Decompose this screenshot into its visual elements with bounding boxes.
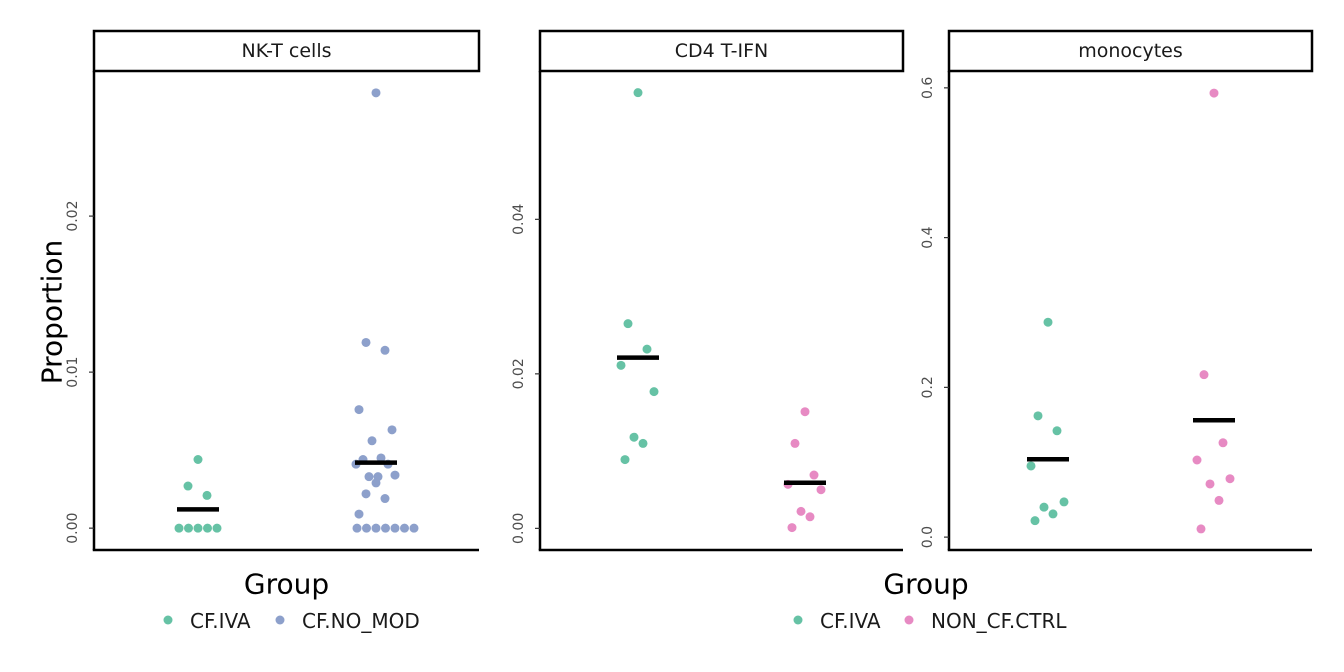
data-point bbox=[1205, 479, 1215, 489]
data-point bbox=[1030, 516, 1040, 526]
data-point bbox=[387, 425, 397, 435]
data-point bbox=[376, 453, 386, 463]
x-axis-title-left: Group bbox=[244, 568, 329, 601]
data-point bbox=[1048, 509, 1058, 519]
y-ticks: 0.0 0.2 0.4 0.6 bbox=[920, 77, 949, 548]
y-ticks: 0.00 0.01 0.02 bbox=[65, 201, 94, 544]
data-point bbox=[809, 470, 819, 480]
data-point bbox=[1026, 461, 1036, 471]
data-point bbox=[380, 494, 390, 504]
data-point bbox=[1196, 524, 1206, 534]
data-point bbox=[183, 481, 193, 491]
data-points bbox=[174, 88, 419, 533]
y-tick-label: 0.02 bbox=[65, 201, 81, 232]
panel-strip bbox=[947, 29, 1314, 73]
panel-strip bbox=[538, 29, 905, 73]
data-point bbox=[816, 485, 826, 495]
panel-title: NK-T cells bbox=[241, 40, 331, 62]
data-point bbox=[362, 523, 371, 533]
y-tick-label: 0.00 bbox=[511, 513, 527, 544]
y-tick-label: 0.02 bbox=[511, 358, 527, 389]
panel-monocytes: monocytes 0.0 0.2 0.4 0.6 bbox=[920, 29, 1314, 552]
data-point bbox=[193, 455, 203, 465]
data-point bbox=[193, 523, 203, 533]
data-point bbox=[790, 438, 800, 448]
data-point bbox=[381, 523, 390, 533]
data-point bbox=[367, 436, 377, 446]
y-tick-label: 0.0 bbox=[920, 526, 936, 548]
legend-label: CF.IVA bbox=[190, 609, 251, 633]
y-ticks: 0.00 0.02 0.04 bbox=[511, 204, 540, 544]
legend-key-cf-iva bbox=[163, 615, 173, 625]
data-points bbox=[616, 88, 826, 533]
y-tick-label: 0.00 bbox=[65, 513, 81, 544]
data-point bbox=[1209, 88, 1219, 98]
data-point bbox=[649, 387, 659, 397]
panel-nk-t-cells: NK-T cells 0.00 0.01 0.02 bbox=[65, 29, 481, 552]
data-point bbox=[1199, 370, 1209, 380]
data-point bbox=[642, 344, 652, 354]
data-point bbox=[400, 523, 409, 533]
data-point bbox=[1033, 411, 1043, 421]
data-point bbox=[629, 432, 639, 442]
data-point bbox=[1039, 502, 1049, 512]
x-axis-title-right: Group bbox=[883, 568, 968, 601]
data-point bbox=[390, 470, 400, 480]
legend-label: NON_CF.CTRL bbox=[931, 609, 1067, 633]
data-point bbox=[354, 405, 364, 415]
y-tick-label: 0.2 bbox=[920, 376, 936, 398]
data-point bbox=[796, 506, 806, 516]
data-point bbox=[361, 337, 371, 347]
legend-right: CF.IVA NON_CF.CTRL bbox=[793, 609, 1067, 633]
legend-key-non-cf-ctrl bbox=[904, 615, 914, 625]
data-point bbox=[380, 345, 390, 355]
data-point bbox=[409, 523, 419, 533]
data-point bbox=[174, 523, 184, 533]
data-point bbox=[371, 88, 381, 98]
data-point bbox=[212, 523, 222, 533]
data-point bbox=[800, 407, 810, 417]
y-tick-label: 0.6 bbox=[920, 77, 936, 99]
data-point bbox=[184, 523, 193, 533]
data-point bbox=[371, 478, 381, 488]
data-point bbox=[1059, 497, 1069, 507]
data-point bbox=[1052, 426, 1062, 436]
y-tick-label: 0.01 bbox=[65, 357, 81, 388]
data-point bbox=[354, 509, 364, 519]
panel-strip bbox=[92, 29, 481, 73]
data-point bbox=[616, 360, 626, 370]
data-point bbox=[1225, 474, 1235, 484]
legend-key-cf-iva bbox=[793, 615, 803, 625]
y-axis-title: Proportion bbox=[36, 240, 69, 384]
legend-label: CF.IVA bbox=[820, 609, 881, 633]
panel-title: monocytes bbox=[1078, 40, 1183, 62]
data-point bbox=[633, 88, 643, 98]
data-point bbox=[202, 490, 212, 500]
data-point bbox=[787, 523, 797, 533]
data-point bbox=[361, 489, 371, 499]
data-point bbox=[364, 472, 374, 482]
legend-left: CF.IVA CF.NO_MOD bbox=[163, 609, 420, 633]
data-point bbox=[390, 523, 400, 533]
panel-title: CD4 T-IFN bbox=[675, 40, 769, 62]
data-point bbox=[638, 438, 648, 448]
legend-label: CF.NO_MOD bbox=[302, 609, 420, 633]
y-tick-label: 0.04 bbox=[511, 204, 527, 235]
data-point bbox=[1214, 495, 1224, 505]
data-points bbox=[1026, 88, 1235, 534]
data-point bbox=[620, 455, 630, 465]
y-tick-label: 0.4 bbox=[920, 226, 936, 248]
legend-key-cf-no-mod bbox=[275, 615, 285, 625]
data-point bbox=[371, 523, 381, 533]
data-point bbox=[1192, 455, 1202, 465]
data-point bbox=[352, 523, 362, 533]
data-point bbox=[623, 319, 633, 329]
data-point bbox=[1218, 438, 1228, 448]
data-point bbox=[805, 512, 815, 522]
data-point bbox=[203, 523, 212, 533]
data-point bbox=[1043, 317, 1053, 327]
panel-cd4-t-ifn: CD4 T-IFN 0.00 0.02 0.04 bbox=[511, 29, 905, 552]
